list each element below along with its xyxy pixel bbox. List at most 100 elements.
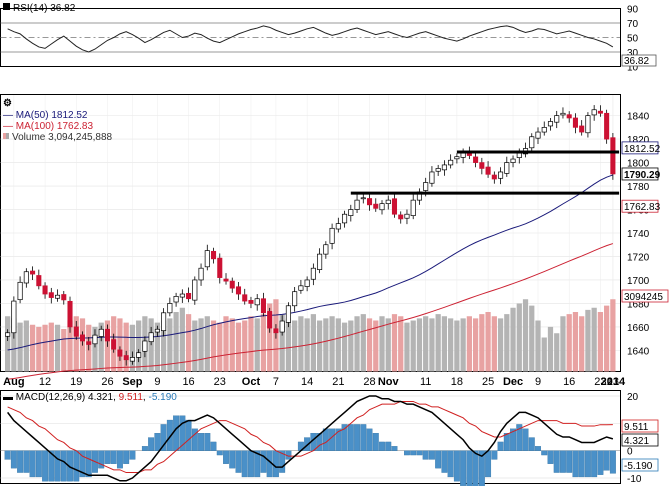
price-tick-label: 1820 bbox=[627, 135, 650, 146]
candlestick bbox=[154, 325, 160, 337]
volume-bar bbox=[466, 316, 472, 372]
volume-bar bbox=[522, 299, 529, 372]
candle-body bbox=[260, 298, 266, 314]
candle-body bbox=[92, 334, 98, 345]
volume-bar bbox=[235, 322, 242, 372]
volume-bar bbox=[210, 320, 217, 372]
macd-histogram-bar bbox=[235, 450, 242, 473]
candle-body bbox=[491, 174, 497, 180]
candle-body bbox=[179, 293, 185, 298]
volume-bar bbox=[17, 322, 23, 372]
macd-histogram-bar bbox=[478, 450, 485, 486]
candle-body bbox=[566, 114, 572, 119]
candlestick bbox=[323, 241, 329, 259]
macd-histogram-bar bbox=[48, 450, 55, 482]
macd-histogram-bar bbox=[485, 450, 492, 478]
x-tick-label: 9 bbox=[154, 376, 160, 388]
candlestick bbox=[379, 200, 385, 215]
candle-body bbox=[604, 112, 610, 140]
candlestick bbox=[441, 160, 447, 176]
candle-body bbox=[104, 328, 110, 342]
volume-bar bbox=[541, 337, 547, 372]
candlestick bbox=[485, 161, 491, 178]
macd-histogram-bar bbox=[241, 450, 248, 478]
ma100-legend-text: MA(100) 1762.83 bbox=[16, 121, 94, 132]
candlestick bbox=[73, 321, 79, 340]
volume-bar bbox=[36, 326, 42, 372]
candlestick bbox=[298, 279, 304, 294]
macd-histogram-bar bbox=[603, 450, 610, 471]
candlestick bbox=[204, 244, 210, 271]
candle-body bbox=[17, 281, 23, 301]
candle-body bbox=[111, 339, 117, 350]
candle-body bbox=[354, 199, 360, 210]
macd-histogram-bar bbox=[566, 450, 573, 473]
candle-body bbox=[560, 112, 566, 116]
volume-bar bbox=[323, 318, 329, 372]
macd-histogram-bar bbox=[110, 450, 117, 464]
candle-body bbox=[186, 292, 192, 300]
candlestick bbox=[248, 296, 254, 309]
candle-body bbox=[117, 349, 123, 357]
volume-bar bbox=[435, 314, 441, 372]
macd-histogram-bar bbox=[17, 450, 24, 473]
ma100-legend: — MA(100) 1762.83 bbox=[3, 121, 93, 132]
volume-legend-icon-gray bbox=[6, 133, 9, 139]
rsi-tick-label: 50 bbox=[627, 34, 639, 45]
candle-body bbox=[504, 162, 510, 174]
macd-histogram-bar bbox=[116, 450, 123, 469]
candle-body bbox=[597, 110, 603, 114]
rsi-line bbox=[7, 25, 614, 53]
candlestick bbox=[186, 287, 192, 303]
rsi-tick-label: 10 bbox=[627, 63, 639, 74]
macd-histogram-bar bbox=[535, 446, 541, 451]
candle-body bbox=[292, 291, 298, 307]
volume-bar bbox=[217, 322, 223, 372]
price-tick-label: 1640 bbox=[627, 346, 650, 357]
macd-histogram-bar bbox=[272, 450, 279, 478]
macd-histogram-bar bbox=[516, 424, 523, 451]
candle-body bbox=[404, 213, 410, 219]
candle-body bbox=[229, 280, 235, 289]
candlestick bbox=[310, 263, 316, 286]
candlestick bbox=[111, 333, 117, 353]
candle-body bbox=[535, 131, 541, 139]
ma100-legend-marker: — bbox=[3, 121, 16, 132]
candle-body bbox=[98, 328, 104, 337]
volume-bar bbox=[292, 320, 298, 372]
macd-hist-badge-text: -5.190 bbox=[624, 461, 653, 472]
candle-body bbox=[36, 275, 42, 287]
close-price-badge-box bbox=[621, 167, 659, 181]
candle-body bbox=[360, 197, 366, 200]
macd-histogram-bar bbox=[609, 450, 616, 474]
macd-histogram-bar bbox=[260, 450, 267, 473]
candlestick bbox=[335, 217, 341, 233]
candlestick bbox=[366, 193, 373, 211]
macd-histogram-bar bbox=[54, 450, 61, 482]
ma50-badge-box bbox=[621, 141, 659, 155]
volume-bar bbox=[373, 320, 379, 372]
macd-histogram-bar bbox=[42, 450, 49, 482]
candlestick bbox=[491, 171, 497, 184]
x-tick-label: 16 bbox=[563, 376, 575, 388]
macd-signal-badge-box bbox=[621, 419, 659, 433]
macd-histogram-bar bbox=[560, 450, 566, 473]
x-tick-label: 11 bbox=[420, 376, 431, 388]
macd-signal-line bbox=[7, 400, 613, 474]
candlestick bbox=[554, 110, 560, 129]
macd-histogram-bar bbox=[304, 437, 311, 451]
candlestick bbox=[342, 210, 348, 228]
candle-body bbox=[86, 341, 92, 345]
volume-bar bbox=[385, 318, 391, 372]
candlestick bbox=[242, 288, 248, 305]
candlestick bbox=[229, 277, 235, 293]
ma50-badge-text: 1812.52 bbox=[624, 144, 661, 155]
volume-bar bbox=[92, 326, 98, 372]
candlestick bbox=[42, 282, 48, 299]
macd-histogram-bar bbox=[404, 450, 410, 456]
volume-bar bbox=[54, 324, 61, 372]
x-tick-label: 18 bbox=[451, 376, 463, 388]
candle-body bbox=[379, 203, 385, 211]
candle-body bbox=[498, 171, 504, 179]
candle-body bbox=[217, 257, 223, 278]
